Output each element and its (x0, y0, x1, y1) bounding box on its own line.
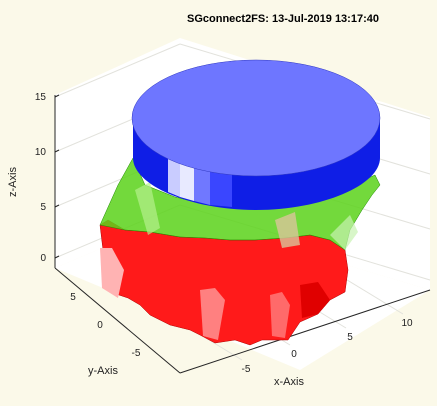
axis-lines (54, 95, 431, 374)
x-tick-label: 10 (401, 318, 413, 329)
x-tick-label: 0 (291, 349, 297, 360)
connector-object (99, 157, 381, 251)
y-axis-line (54, 267, 181, 374)
connector-light-facet (330, 215, 358, 250)
z-tick-label: 15 (35, 92, 47, 103)
z-axis-label: z-Axis (7, 167, 19, 197)
gear-light-tooth (200, 288, 225, 340)
y-tick-label: 0 (97, 320, 103, 331)
x-axis-label: x-Axis (274, 376, 304, 388)
z-tick-label: 0 (40, 253, 46, 264)
z-tick-mark (54, 204, 60, 208)
y-tick-label: -5 (132, 348, 141, 359)
z-tick-mark (54, 94, 60, 98)
connector-tan-facet (275, 212, 300, 248)
z-tick-label: 5 (40, 202, 46, 213)
chart-title: SGconnect2FS: 13-Jul-2019 13:17:40 (187, 13, 379, 25)
z-tick-mark (54, 255, 60, 259)
gear-light-tooth-2 (270, 292, 290, 338)
x-axis-line (179, 289, 431, 374)
y-axis-label: y-Axis (88, 365, 118, 377)
z-ticks: 0 5 10 15 (35, 92, 60, 264)
cylinder-top (131, 59, 381, 177)
gear-object (99, 219, 349, 346)
y-tick-label: 5 (70, 292, 76, 303)
z-tick-mark (54, 149, 60, 153)
connector-highlight (135, 182, 160, 235)
gear-light-face (100, 248, 124, 298)
y-ticks: 5 0 -5 (70, 292, 141, 359)
z-gridline (54, 43, 181, 98)
gear-shadow-tooth (300, 282, 330, 318)
x-ticks: -5 0 5 10 (242, 318, 413, 375)
cylinder-object (131, 59, 381, 210)
x-tick-label: -5 (242, 364, 251, 375)
x-tick-label: 5 (347, 332, 353, 343)
z-tick-label: 10 (35, 147, 47, 158)
